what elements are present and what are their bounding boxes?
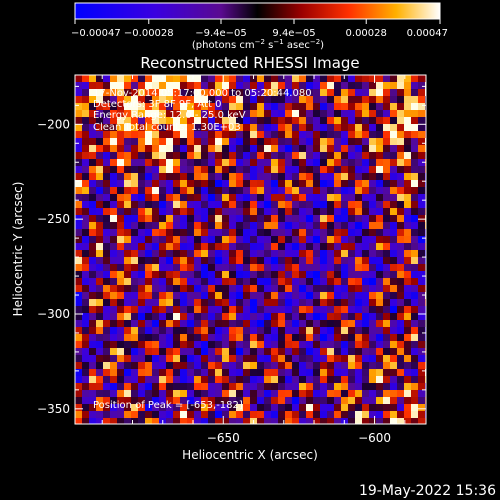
heatmap-image bbox=[75, 75, 426, 424]
x-axis-label: Heliocentric X (arcsec) bbox=[182, 448, 318, 462]
annotation-time-range: 17-Nov-2014 05:17:00.000 to 05:20:44.080 bbox=[93, 88, 312, 99]
plot-area: −650−600−550 −200−250−300−350 bbox=[37, 74, 427, 445]
annotation-energy-range: Energy Range: 12.0 - 25.0 keV bbox=[93, 110, 246, 121]
x-tick-label: −600 bbox=[358, 431, 391, 445]
x-tick-label: −650 bbox=[207, 431, 240, 445]
annotation-counts: Clean Total counts: 1.30E+03 bbox=[93, 122, 241, 133]
colorbar-tick-label: −9.4e−05 bbox=[195, 28, 247, 39]
colorbar-ticks: −0.00047 −0.00028 −9.4e−05 9.4e−05 0.00028 0.… bbox=[71, 19, 448, 39]
colorbar-tick-label: 0.00028 bbox=[346, 28, 387, 39]
y-axis-label: Heliocentric Y (arcsec) bbox=[11, 182, 25, 317]
colorbar-units: (photons cm−2 s−1 asec−2) bbox=[192, 38, 324, 51]
y-axis-ticks: −200 −250 −300 −350 bbox=[37, 85, 426, 416]
annotation-peak-position: Position of Peak = [-653,-182] bbox=[93, 400, 243, 411]
colorbar-tick-label: 9.4e−05 bbox=[272, 28, 315, 39]
y-tick-label: −350 bbox=[37, 402, 70, 416]
colorbar-tick-label: −0.00028 bbox=[124, 28, 174, 39]
footer-timestamp: 19-May-2022 15:36 bbox=[359, 483, 496, 499]
y-tick-label: −200 bbox=[37, 117, 70, 131]
observation-annotations: 17-Nov-2014 05:17:00.000 to 05:20:44.080… bbox=[93, 88, 312, 411]
annotation-detectors: Detectors: 3F 8F 9F, Att 0 bbox=[93, 99, 221, 110]
colorbar-gradient bbox=[74, 2, 441, 20]
x-axis-ticks: −650−600−550 bbox=[101, 75, 406, 445]
colorbar: −0.00047 −0.00028 −9.4e−05 9.4e−05 0.00028 0.… bbox=[71, 2, 448, 51]
chart-title: Reconstructed RHESSI Image bbox=[140, 54, 359, 72]
colorbar-tick-label: 0.00047 bbox=[407, 28, 448, 39]
y-tick-label: −300 bbox=[37, 307, 70, 321]
colorbar-tick-label: −0.00047 bbox=[71, 28, 121, 39]
y-tick-label: −250 bbox=[37, 212, 70, 226]
plot-frame bbox=[74, 74, 427, 425]
